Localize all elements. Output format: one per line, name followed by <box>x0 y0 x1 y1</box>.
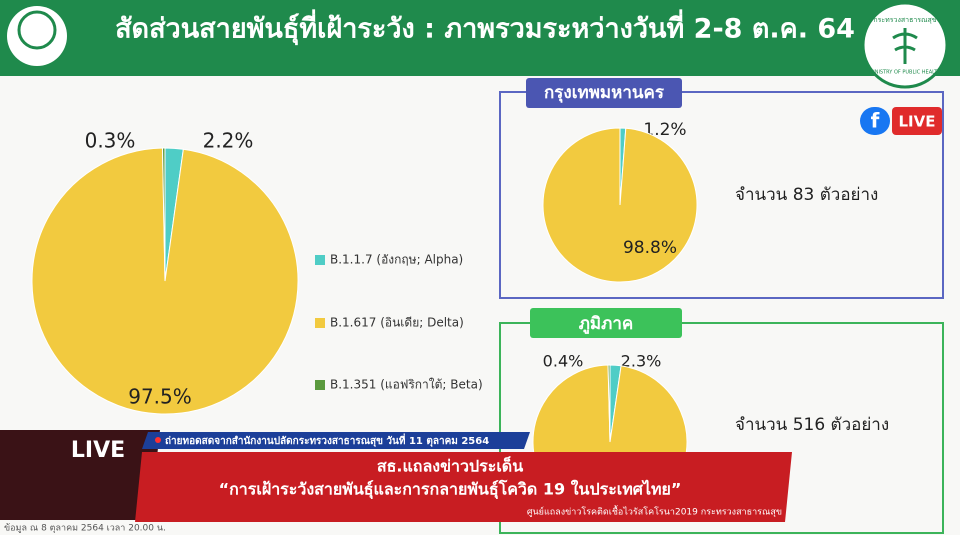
live-panel <box>0 430 160 520</box>
logo-emblem <box>892 28 918 64</box>
slice-label: 97.5% <box>128 385 192 409</box>
region-box <box>499 322 944 534</box>
left-logo-mark <box>17 10 57 50</box>
facebook-f: f <box>871 109 880 133</box>
slice-label: 0.3% <box>85 129 136 153</box>
source-dot <box>155 437 161 443</box>
bangkok-box <box>499 91 944 299</box>
slice-label: 0.4% <box>543 352 584 371</box>
chart-title: กรุงเทพมหานคร <box>544 83 665 103</box>
region-tab <box>530 308 682 338</box>
banner-source: ถ่ายทอดสดจากสำนักงานปลัดกระทรวงสาธารณสุข… <box>165 433 489 447</box>
legend-label: B.1.1.7 (อังกฤษ; Alpha) <box>330 253 463 267</box>
legend-swatch <box>315 255 325 265</box>
left-logo <box>7 6 67 66</box>
sample-count: จำนวน 83 ตัวอย่าง <box>735 185 878 205</box>
broadcast-banner: LIVE ถ่ายทอดสดจากสำนักงานปลัดกระทรวงสาธา… <box>0 430 792 522</box>
legend-label: B.1.351 (แอฟริกาใต้; Beta) <box>330 378 483 392</box>
slice-label: 2.2% <box>203 129 254 153</box>
sample-count: จำนวน 516 ตัวอย่าง <box>735 415 889 435</box>
legend-swatch <box>315 318 325 328</box>
pie-slice <box>607 364 611 443</box>
live-badge <box>892 107 942 135</box>
banner-credit: ศูนย์แถลงข่าวโรคติดเชื้อไวรัสโคโรนา2019 … <box>527 505 782 518</box>
facebook-icon <box>860 107 890 135</box>
legend-swatch <box>315 380 325 390</box>
slice-label: 98.8% <box>623 238 677 258</box>
chart-title: ภูมิภาค <box>579 314 634 335</box>
logo-text: กระทรวงสาธารณสุข <box>873 16 936 24</box>
pie-slice <box>542 127 698 283</box>
live-badge-text: LIVE <box>899 113 936 131</box>
pie-slice <box>161 147 166 282</box>
footnote: ข้อมูล ณ 8 ตุลาคม 2564 เวลา 20.00 น. <box>4 523 166 534</box>
banner-line1: สธ.แถลงข่าวประเด็น <box>377 455 523 476</box>
header-bar <box>0 0 960 76</box>
slice-label: 1.2% <box>643 120 686 140</box>
banner-live: LIVE <box>71 438 125 463</box>
title-band <box>135 452 792 522</box>
logo-text-en: MINISTRY OF PUBLIC HEALTH <box>869 70 941 76</box>
header-title: สัดส่วนสายพันธุ์ที่เฝ้าระวัง : ภาพรวมระห… <box>115 9 855 46</box>
slice-label: 2.3% <box>621 352 662 371</box>
bangkok-tab <box>526 78 682 108</box>
legend-label: B.1.617 (อินเดีย; Delta) <box>330 316 464 330</box>
source-bar <box>142 432 530 449</box>
banner-line2: “การเฝ้าระวังสายพันธุ์และการกลายพันธุ์โค… <box>219 479 682 500</box>
